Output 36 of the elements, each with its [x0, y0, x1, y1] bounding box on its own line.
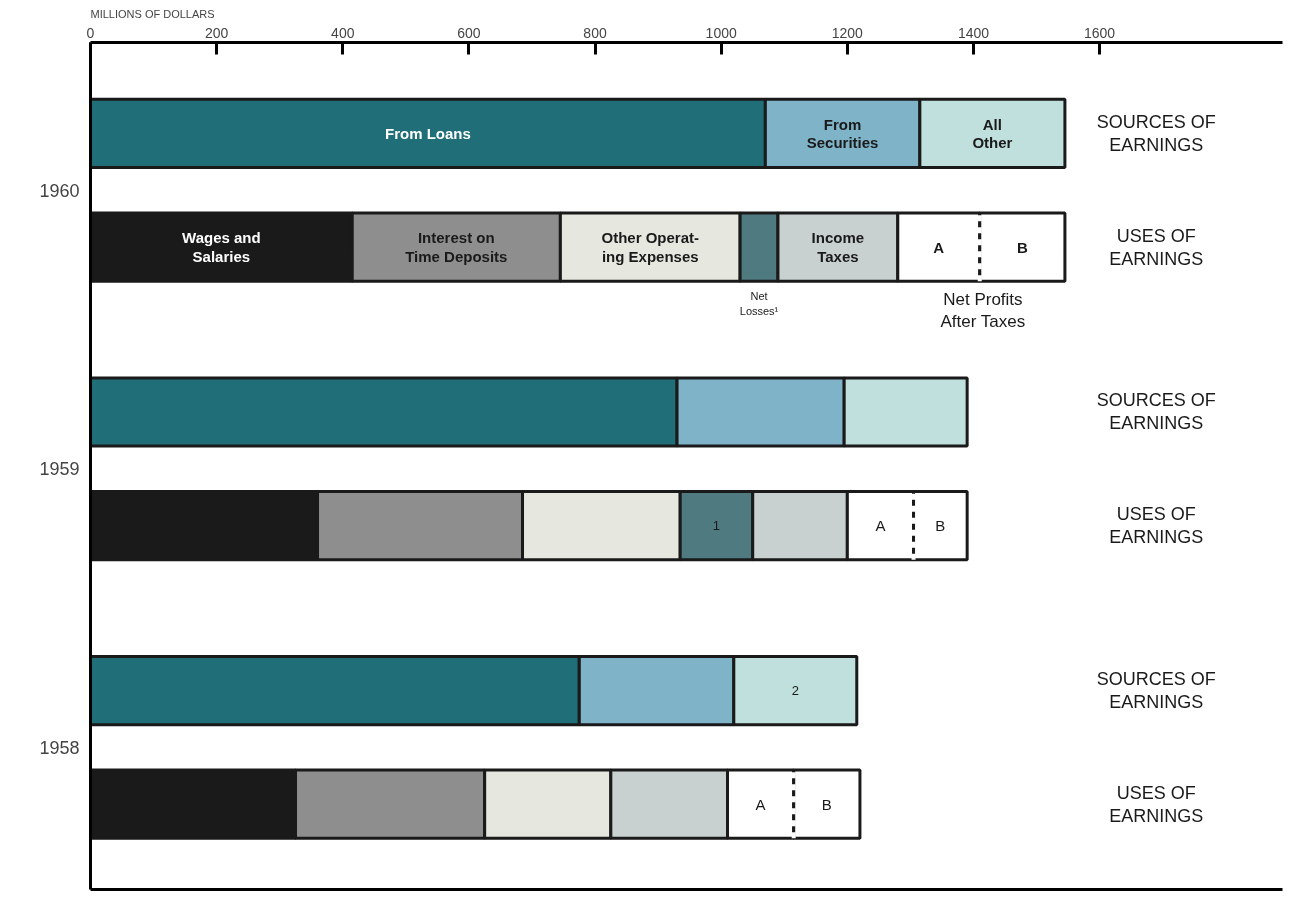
series-label: Income Taxes — [811, 229, 865, 265]
y-tick-label: SOURCES OF EARNINGS — [1096, 669, 1216, 713]
annotation: Net Profits After Taxes — [940, 290, 1026, 332]
text: 1958 — [39, 737, 80, 758]
x-tick-label: 400 — [331, 24, 355, 41]
y-tick-label: USES OF EARNINGS — [1109, 225, 1204, 269]
annotation: 1 — [712, 518, 721, 534]
series-label: A — [933, 238, 945, 256]
y-tick-label: SOURCES OF EARNINGS — [1096, 390, 1216, 434]
y-tick-label: SOURCES OF EARNINGS — [1096, 111, 1216, 155]
x-tick-label: 600 — [457, 24, 481, 41]
text: 1959 — [39, 459, 80, 480]
series-label: From Securities — [806, 115, 879, 152]
y-tick-label: USES OF EARNINGS — [1109, 782, 1204, 826]
series-label: B — [1016, 238, 1028, 256]
x-tick-label: 800 — [583, 24, 607, 41]
series-label: Interest on Time Deposits — [405, 229, 508, 265]
annotation: 2 — [791, 683, 799, 699]
data-label: B — [935, 517, 946, 535]
x-tick-label: 1400 — [957, 24, 990, 41]
y-tick-label: USES OF EARNINGS — [1109, 504, 1204, 548]
x-tick-label: 1000 — [705, 24, 737, 41]
x-tick-label: 1200 — [831, 24, 864, 41]
text: 1960 — [39, 180, 80, 201]
x-tick-label: 200 — [204, 24, 229, 41]
series-label: Wages and Salaries — [182, 229, 261, 265]
x-tick-label: 0 — [86, 24, 95, 41]
x-tick-label: 1600 — [1084, 24, 1116, 41]
data-label: A — [755, 795, 766, 813]
series-label: Other Operat- ing Expenses — [601, 229, 699, 265]
x-axis-title: MILLIONS OF DOLLARS — [90, 7, 215, 20]
series-label: From Loans — [385, 124, 471, 142]
data-label: B — [821, 795, 832, 813]
series-label: All Other — [972, 115, 1013, 152]
data-label: A — [875, 517, 886, 535]
series-label: Net Losses¹ — [739, 290, 779, 317]
